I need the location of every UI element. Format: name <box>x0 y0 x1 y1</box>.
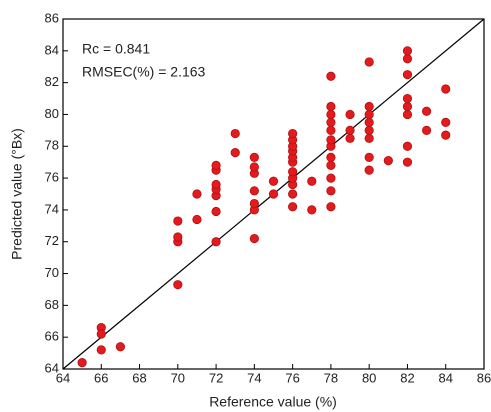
point <box>326 117 336 128</box>
y-tick-label: 76 <box>45 170 59 185</box>
point <box>364 152 374 163</box>
point <box>249 162 259 172</box>
x-tick-label: 84 <box>438 370 452 385</box>
point <box>211 179 221 190</box>
point <box>249 233 259 244</box>
y-tick-label: 66 <box>45 329 59 344</box>
point <box>288 202 298 212</box>
point <box>307 176 317 186</box>
point <box>441 130 451 140</box>
point <box>364 117 374 128</box>
point <box>211 237 221 247</box>
point <box>364 57 374 67</box>
annotation: RMSEC(%) = 2.163 <box>82 64 206 80</box>
point <box>402 157 413 167</box>
point <box>96 345 106 355</box>
y-tick-label: 84 <box>45 42 59 57</box>
point <box>364 133 374 143</box>
point <box>402 54 413 64</box>
point <box>326 101 336 112</box>
point <box>192 189 202 199</box>
point <box>383 155 393 166</box>
y-axis-label: Predicted value (°Bx) <box>9 128 25 260</box>
x-tick-label: 76 <box>285 370 299 385</box>
point <box>77 358 87 368</box>
point <box>345 109 355 120</box>
point <box>326 135 336 145</box>
point <box>326 109 336 120</box>
point <box>173 232 183 242</box>
y-tick-label: 82 <box>45 74 59 89</box>
x-tick-label: 74 <box>247 370 261 385</box>
x-tick-label: 80 <box>362 370 376 385</box>
point <box>326 71 336 81</box>
point <box>249 198 259 209</box>
point <box>345 133 355 143</box>
point <box>421 106 432 116</box>
point <box>173 216 183 226</box>
point <box>230 148 240 158</box>
x-tick-label: 78 <box>324 370 338 385</box>
point <box>326 186 336 196</box>
x-tick-label: 82 <box>400 370 414 385</box>
point <box>402 109 413 120</box>
plot-frame <box>62 18 485 370</box>
point <box>364 165 374 175</box>
x-tick-label: 70 <box>171 370 185 385</box>
x-tick-label: 72 <box>209 370 223 385</box>
point <box>441 117 451 128</box>
y-tick-label: 78 <box>45 138 59 153</box>
y-tick-label: 64 <box>45 360 59 375</box>
point <box>288 189 298 199</box>
x-tick-label: 66 <box>94 370 108 385</box>
point <box>364 101 374 112</box>
point <box>211 206 221 217</box>
point <box>364 109 374 120</box>
y-tick-label: 74 <box>45 201 59 216</box>
point <box>402 101 413 112</box>
point <box>211 160 221 170</box>
point <box>192 214 202 225</box>
point <box>402 70 413 80</box>
y-tick-label: 68 <box>45 297 59 312</box>
x-tick-label: 68 <box>132 370 146 385</box>
point <box>268 189 279 199</box>
y-tick-label: 70 <box>45 265 59 280</box>
point <box>288 167 298 177</box>
point <box>441 84 451 94</box>
point <box>115 342 126 352</box>
point <box>326 152 336 163</box>
point <box>307 205 317 215</box>
y-tick-label: 72 <box>45 233 59 248</box>
annotation: Rc = 0.841 <box>82 41 150 57</box>
point <box>364 125 374 135</box>
point <box>288 128 298 139</box>
y-tick-label: 86 <box>45 10 59 25</box>
point <box>326 160 336 170</box>
point <box>268 176 279 186</box>
x-tick-label: 86 <box>477 370 491 385</box>
x-axis-label: Reference value (%) <box>209 394 337 410</box>
x-tick-label: 64 <box>56 370 70 385</box>
point <box>96 329 106 339</box>
y-tick-label: 80 <box>45 106 59 121</box>
point <box>345 125 355 135</box>
point <box>402 46 413 56</box>
point <box>326 202 336 212</box>
point <box>173 280 183 290</box>
point <box>421 125 432 135</box>
point <box>402 141 413 151</box>
point <box>249 152 259 163</box>
point <box>326 173 336 183</box>
point <box>326 125 336 135</box>
point <box>249 186 259 196</box>
point <box>230 128 240 139</box>
point <box>402 93 413 104</box>
